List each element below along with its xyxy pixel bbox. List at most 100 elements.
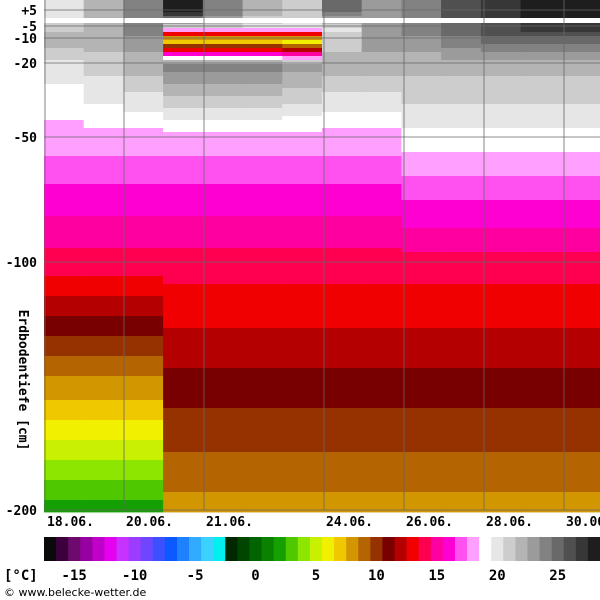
heatmap-cell	[83, 232, 124, 237]
heatmap-cell	[322, 356, 363, 361]
heatmap-cell	[163, 424, 204, 429]
heatmap-cell	[520, 288, 561, 293]
heatmap-cell	[44, 92, 85, 97]
heatmap-cell	[361, 328, 402, 333]
heatmap-cell	[44, 428, 85, 433]
heatmap-cell	[123, 408, 164, 413]
heatmap-cell	[282, 244, 323, 249]
heatmap-cell	[322, 200, 363, 205]
heatmap-cell	[322, 4, 363, 9]
heatmap-cell	[123, 128, 164, 133]
heatmap-cell	[282, 280, 323, 285]
heatmap-cell	[123, 160, 164, 165]
heatmap-cell	[83, 412, 124, 417]
heatmap-cell	[560, 188, 600, 193]
heatmap-cell	[401, 212, 442, 217]
heatmap-cell	[44, 332, 85, 337]
heatmap-cell	[202, 392, 244, 397]
heatmap-cell	[560, 296, 600, 301]
heatmap-cell	[322, 0, 363, 5]
heatmap-cell	[202, 276, 244, 281]
heatmap-cell	[560, 232, 600, 237]
heatmap-cell	[560, 60, 600, 65]
heatmap-cell	[480, 244, 522, 249]
heatmap-cell	[163, 380, 204, 385]
heatmap-cell	[282, 0, 323, 5]
heatmap-cell	[242, 288, 283, 293]
heatmap-cell	[282, 344, 323, 349]
heatmap-cell	[322, 268, 363, 273]
heatmap-cell	[163, 376, 204, 381]
heatmap-cell	[480, 372, 522, 377]
heatmap-cell	[242, 80, 283, 85]
heatmap-cell	[361, 304, 402, 309]
heatmap-cell	[401, 384, 442, 389]
heatmap-cell	[242, 172, 283, 177]
heatmap-cell	[520, 236, 561, 241]
heatmap-cell	[83, 72, 124, 77]
heatmap-cell	[480, 152, 522, 157]
heatmap-cell	[282, 172, 323, 177]
heatmap-cell	[163, 40, 204, 45]
heatmap-cell	[480, 264, 522, 269]
heatmap-cell	[242, 196, 283, 201]
heatmap-cell	[44, 112, 85, 117]
heatmap-cell	[44, 392, 85, 397]
heatmap-cell	[242, 200, 283, 205]
heatmap-cell	[480, 72, 522, 77]
heatmap-cell	[322, 184, 363, 189]
heatmap-cell	[123, 384, 164, 389]
heatmap-cell	[123, 240, 164, 245]
heatmap-cell	[202, 360, 244, 365]
heatmap-cell	[560, 128, 600, 133]
heatmap-cell	[560, 92, 600, 97]
heatmap-cell	[282, 432, 323, 437]
heatmap-cell	[560, 116, 600, 121]
colorbar-swatch	[358, 537, 371, 561]
heatmap-cell	[560, 268, 600, 273]
heatmap-cell	[123, 364, 164, 369]
heatmap-cell	[163, 68, 204, 73]
heatmap-cell	[123, 424, 164, 429]
heatmap-cell	[282, 96, 323, 101]
heatmap-cell	[83, 44, 124, 49]
heatmap-cell	[123, 68, 164, 73]
heatmap-cell	[163, 4, 204, 9]
heatmap-cell	[44, 276, 85, 281]
heatmap-cell	[123, 204, 164, 209]
heatmap-cell	[83, 120, 124, 125]
heatmap-cell	[322, 324, 363, 329]
heatmap-cell	[44, 376, 85, 381]
heatmap-cell	[441, 128, 482, 133]
heatmap-cell	[361, 380, 402, 385]
heatmap-cell	[44, 184, 85, 189]
heatmap-cell	[123, 144, 164, 149]
heatmap-cell	[123, 388, 164, 393]
heatmap-cell	[282, 444, 323, 449]
heatmap-cell	[560, 104, 600, 109]
heatmap-cell	[242, 492, 283, 497]
heatmap-cell	[560, 256, 600, 261]
colorbar-swatch	[503, 537, 516, 561]
heatmap-cell	[322, 460, 363, 465]
heatmap-cell	[480, 268, 522, 273]
heatmap-cell	[202, 208, 244, 213]
heatmap-cell	[282, 480, 323, 485]
heatmap-cell	[520, 188, 561, 193]
heatmap-cell	[322, 88, 363, 93]
heatmap-cell	[202, 480, 244, 485]
heatmap-cell	[83, 148, 124, 153]
heatmap-cell	[163, 352, 204, 357]
heatmap-cell	[242, 452, 283, 457]
heatmap-cell	[520, 384, 561, 389]
heatmap-cell	[560, 300, 600, 305]
heatmap-cell	[163, 300, 204, 305]
heatmap-cell	[123, 268, 164, 273]
heatmap-cell	[44, 380, 85, 385]
heatmap-cell	[560, 88, 600, 93]
heatmap-cell	[361, 332, 402, 337]
heatmap-cell	[242, 100, 283, 105]
y-tick-label: -200	[6, 504, 37, 519]
heatmap-cell	[480, 296, 522, 301]
heatmap-cell	[480, 140, 522, 145]
